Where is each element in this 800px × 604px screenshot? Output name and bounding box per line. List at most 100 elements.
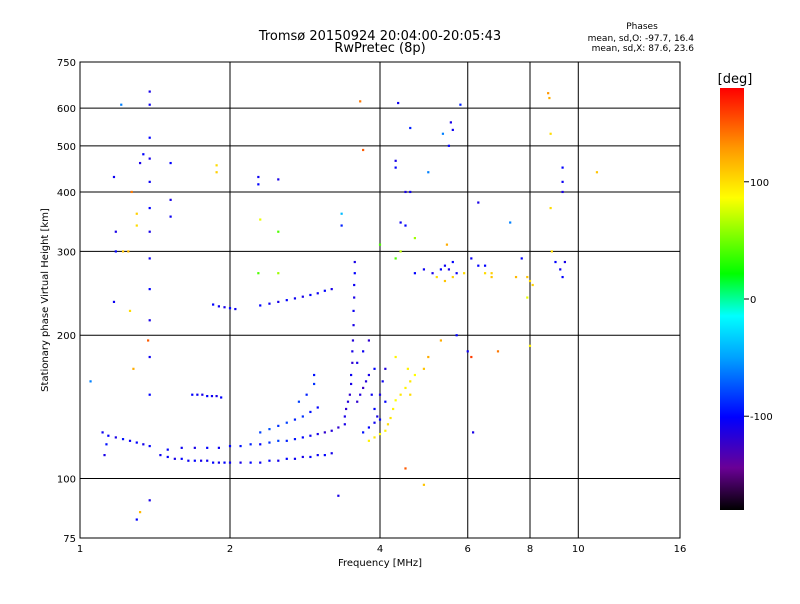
phase-point — [384, 429, 387, 432]
phase-point — [520, 257, 523, 260]
phase-point — [193, 446, 196, 449]
phase-point — [239, 444, 242, 448]
phase-point — [373, 421, 376, 424]
y-tick-label: 300 — [57, 247, 76, 258]
phase-point — [441, 132, 445, 135]
phase-point — [323, 431, 326, 434]
phase-point — [531, 283, 534, 287]
colorbar-ticks: 100 0 -100 — [744, 178, 773, 423]
phase-point — [399, 393, 402, 396]
stats-o-line: mean, sd,O: -97.7, 16.4 — [588, 34, 695, 44]
phase-point — [223, 306, 226, 309]
phase-point — [389, 416, 392, 420]
phase-point — [215, 394, 218, 398]
phase-point — [309, 434, 312, 437]
phase-point — [550, 250, 553, 253]
phase-point — [483, 264, 487, 267]
phase-point — [301, 415, 304, 418]
phase-point — [330, 288, 333, 291]
phase-point — [413, 272, 416, 275]
phase-point — [470, 355, 473, 359]
phase-point — [277, 439, 280, 442]
phase-point — [561, 275, 564, 279]
y-tick-label: 200 — [57, 331, 76, 342]
phase-point — [293, 438, 297, 441]
phase-point — [435, 275, 438, 279]
phase-point — [316, 406, 319, 409]
phase-point — [148, 90, 151, 93]
phase-point — [559, 268, 562, 271]
phase-point — [301, 436, 304, 439]
phase-point — [449, 121, 452, 124]
phase-point — [406, 367, 409, 370]
phase-point — [148, 393, 151, 396]
phase-point — [215, 171, 218, 174]
phase-point — [356, 361, 359, 364]
phase-point — [439, 339, 442, 342]
colorbar — [720, 88, 744, 510]
phase-point — [180, 446, 183, 449]
phase-point — [514, 275, 518, 279]
phase-point — [561, 180, 564, 183]
phase-point — [373, 407, 376, 411]
phase-point — [228, 461, 232, 464]
phase-point — [323, 289, 326, 292]
phase-point — [455, 334, 458, 337]
phase-point — [249, 461, 252, 464]
phase-point — [359, 393, 362, 396]
phase-point — [277, 424, 280, 427]
phase-point — [223, 461, 226, 464]
phase-point — [443, 279, 447, 283]
phase-point — [148, 136, 151, 139]
phase-point — [370, 393, 373, 396]
phase-point — [351, 361, 354, 364]
phase-point — [316, 292, 319, 295]
phase-point — [180, 457, 183, 460]
phase-point — [210, 394, 214, 398]
phase-point — [114, 436, 117, 439]
phase-point — [427, 355, 430, 359]
phase-point — [148, 157, 151, 160]
phase-point — [451, 260, 454, 264]
phase-point — [353, 283, 356, 287]
plot-frame — [79, 61, 681, 539]
phase-point — [148, 180, 151, 183]
phase-point — [142, 443, 145, 446]
phase-point — [285, 299, 288, 302]
phase-point — [394, 355, 397, 359]
phase-point — [201, 393, 204, 396]
phase-point — [445, 243, 449, 246]
phase-point — [397, 101, 400, 105]
phase-point — [343, 415, 346, 418]
phase-point — [384, 367, 387, 370]
phase-point — [561, 190, 564, 194]
phase-point — [340, 212, 343, 215]
colorbar-label: [deg] — [718, 72, 753, 87]
colorbar-tick-label: 0 — [750, 295, 756, 306]
phase-point — [191, 393, 194, 396]
phase-point — [427, 171, 430, 174]
chart-subtitle: RwPretec (8p) — [334, 41, 425, 56]
phase-point — [352, 324, 355, 327]
phase-point — [135, 212, 138, 215]
phase-point — [364, 380, 368, 383]
phase-point — [477, 264, 480, 267]
phase-point — [386, 423, 390, 426]
phase-point — [394, 257, 397, 260]
phase-point — [259, 431, 262, 434]
x-axis-ticks: 1 2 4 6 8 10 16 — [77, 544, 687, 555]
phase-point — [193, 459, 196, 462]
phase-point — [220, 396, 223, 399]
x-tick-label: 16 — [674, 544, 687, 555]
phase-point — [121, 438, 125, 441]
phase-point — [148, 355, 151, 359]
phase-point — [409, 190, 412, 194]
y-tick-label: 500 — [57, 142, 76, 153]
phase-point — [490, 275, 493, 279]
phase-point — [212, 461, 215, 464]
x-tick-label: 10 — [572, 544, 585, 555]
phase-point — [362, 350, 365, 353]
phase-point — [309, 455, 312, 459]
phase-point — [394, 159, 397, 162]
